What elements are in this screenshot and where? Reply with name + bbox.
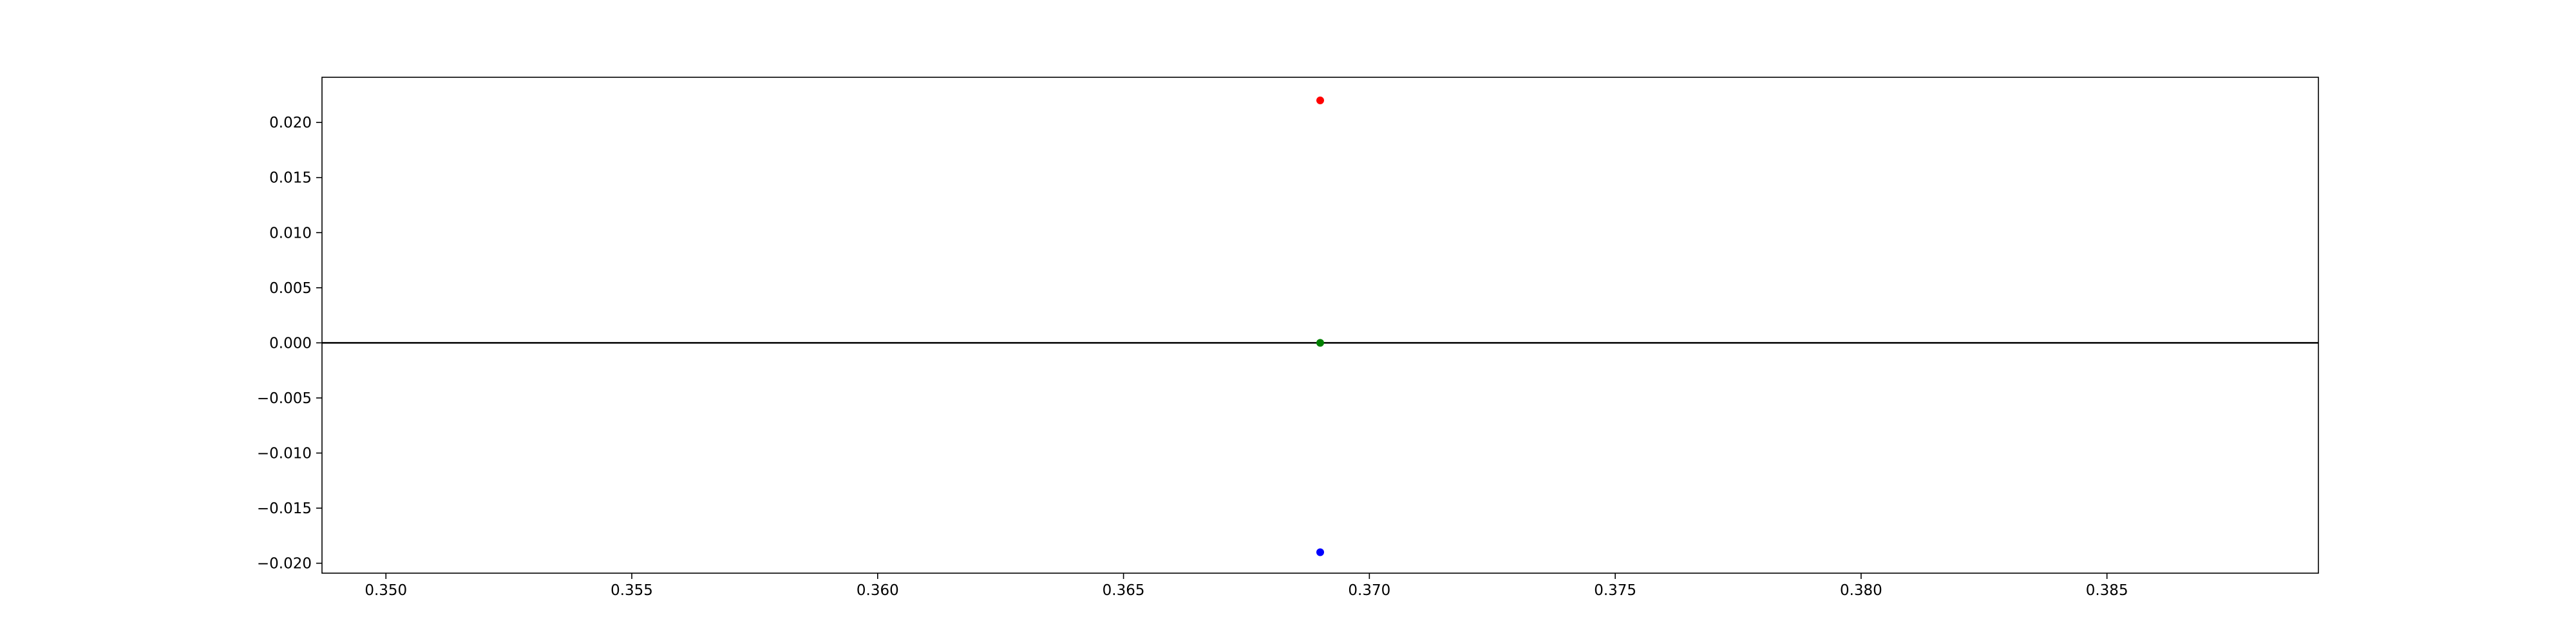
x-tick-label: 0.350 — [365, 582, 407, 599]
x-tick-label: 0.370 — [1348, 582, 1390, 599]
y-axis: 0.020 0.015 0.010 0.005 0.000 −0.005 −0.010 −0.… — [257, 115, 322, 573]
x-tick-label: 0.360 — [857, 582, 899, 599]
data-point-1 — [1316, 339, 1324, 347]
x-tick-label: 0.355 — [611, 582, 653, 599]
x-tick-label: 0.385 — [2086, 582, 2128, 599]
y-tick-label: −0.015 — [257, 500, 312, 517]
y-tick-label: 0.020 — [269, 115, 312, 131]
y-tick-label: 0.010 — [269, 225, 312, 242]
x-axis: 0.350 0.355 0.360 0.365 0.370 0.375 0.380 0.385 — [365, 573, 2128, 599]
data-point-2 — [1316, 548, 1324, 556]
plot-frame — [321, 77, 2319, 574]
x-tick-label: 0.375 — [1594, 582, 1636, 599]
data-point-0 — [1316, 96, 1324, 104]
data-points — [1316, 96, 1324, 556]
x-tick-label: 0.365 — [1103, 582, 1145, 599]
y-tick-label: 0.005 — [269, 280, 312, 297]
plot-area — [321, 77, 2319, 574]
y-tick-label: 0.000 — [269, 335, 312, 352]
y-tick-label: −0.010 — [257, 445, 312, 462]
y-tick-label: −0.005 — [257, 390, 312, 407]
x-tick-label: 0.380 — [1840, 582, 1882, 599]
y-tick-label: 0.015 — [269, 170, 312, 187]
y-tick-label: −0.020 — [257, 556, 312, 573]
